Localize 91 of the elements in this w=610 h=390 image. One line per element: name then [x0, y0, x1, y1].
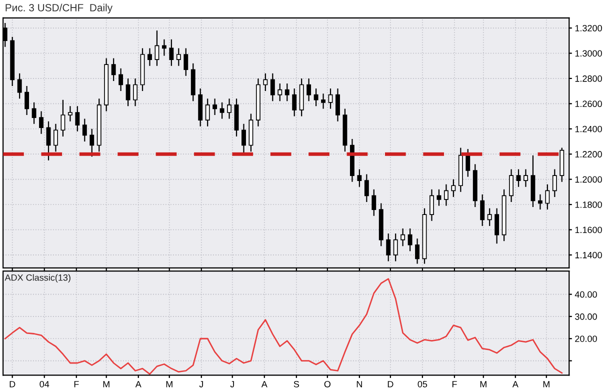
chart-title: ADX Classic(13) — [4, 274, 70, 283]
candlestick — [111, 58, 116, 82]
candlestick — [321, 93, 326, 110]
candlestick — [386, 232, 391, 262]
candlestick — [393, 232, 398, 262]
candlestick — [284, 82, 290, 102]
candlestick — [314, 88, 318, 107]
candlestick — [270, 72, 275, 102]
y-tick-label: 1.1400 — [575, 252, 602, 258]
candlestick — [372, 188, 376, 216]
y-tick-label: 1.1800 — [575, 201, 602, 208]
candlestick — [184, 48, 188, 76]
x-tick-label: A — [512, 381, 518, 388]
candlestick — [451, 178, 456, 198]
candlestick — [545, 184, 550, 210]
candlestick — [126, 78, 130, 107]
candlestick — [46, 120, 51, 161]
candlestick — [227, 98, 232, 120]
x-tick-label: O — [324, 380, 330, 388]
candlestick — [487, 208, 492, 227]
y-tick-label: 20.00 — [575, 336, 597, 342]
candlestick — [444, 184, 448, 206]
candlestick — [68, 106, 72, 122]
candlestick — [263, 72, 268, 92]
y-tick-label: 1.2800 — [575, 75, 602, 82]
candlestick — [494, 208, 500, 244]
x-tick-label: F — [74, 381, 79, 388]
candlestick — [430, 188, 434, 222]
candlestick — [357, 168, 362, 188]
y-tick-label: 1.2400 — [575, 126, 602, 132]
x-tick-label: M — [543, 381, 550, 388]
candlestick — [176, 48, 181, 66]
candlestick — [220, 102, 224, 120]
candlestick — [169, 38, 174, 66]
x-tick-label: A — [135, 381, 142, 388]
y-tick-label: 1.2600 — [575, 100, 602, 108]
y-tick-label: 40.00 — [574, 291, 597, 298]
x-tick-label: J — [199, 381, 203, 388]
candlestick — [162, 38, 166, 56]
candlestick — [148, 48, 152, 66]
candlestick — [39, 110, 44, 134]
candlestick — [24, 85, 30, 116]
candlestick — [400, 228, 406, 247]
candlestick — [205, 98, 210, 127]
x-tick-label: D — [388, 381, 394, 388]
candlestick — [415, 238, 420, 264]
candlestick — [32, 102, 36, 124]
x-tick-label: S — [294, 380, 300, 388]
candlestick — [292, 88, 297, 117]
x-tick-label: N — [356, 381, 362, 388]
x-tick-label: M — [103, 381, 110, 388]
candlestick — [278, 82, 282, 102]
candlestick — [480, 194, 485, 227]
y-tick-label: 1.3000 — [575, 50, 602, 57]
candlestick — [466, 148, 470, 178]
candlestick — [242, 123, 246, 155]
x-tick-label: M — [166, 381, 172, 388]
candlestick — [133, 78, 138, 107]
y-tick-label: 1.1600 — [575, 226, 602, 234]
candlestick — [118, 68, 124, 92]
x-tick-label: D — [10, 381, 16, 388]
chart-title: Рис. 3 USD/CHF Daily — [6, 4, 113, 14]
candlestick — [82, 118, 87, 142]
y-tick-label: 30.00 — [575, 313, 597, 320]
x-tick-label: 04 — [40, 380, 50, 388]
candlestick — [90, 128, 94, 158]
x-tick-label: M — [480, 381, 486, 388]
candlestick — [509, 168, 514, 203]
candlestick — [75, 106, 80, 132]
candlestick — [436, 188, 442, 206]
candlestick — [54, 123, 58, 152]
y-tick-label: 1.2200 — [575, 151, 602, 158]
x-tick-label: 05 — [418, 380, 428, 388]
candlestick — [552, 168, 557, 198]
candlestick — [336, 88, 340, 122]
candlestick — [408, 228, 412, 252]
candlestick — [538, 194, 542, 210]
y-tick-label: 1.3200 — [575, 24, 602, 32]
x-tick-label: A — [261, 381, 268, 388]
x-tick-label: J — [230, 381, 234, 388]
x-tick-label: F — [452, 381, 457, 388]
y-tick-label: 1.2000 — [575, 176, 602, 183]
candlestick — [516, 168, 521, 188]
candlestick — [306, 78, 312, 102]
candlestick — [328, 88, 333, 110]
candlestick — [17, 72, 22, 100]
candlestick — [524, 168, 528, 188]
candlestick — [212, 98, 218, 116]
candlestick — [154, 30, 160, 66]
candlestick — [60, 99, 66, 137]
candlestick — [364, 174, 369, 203]
